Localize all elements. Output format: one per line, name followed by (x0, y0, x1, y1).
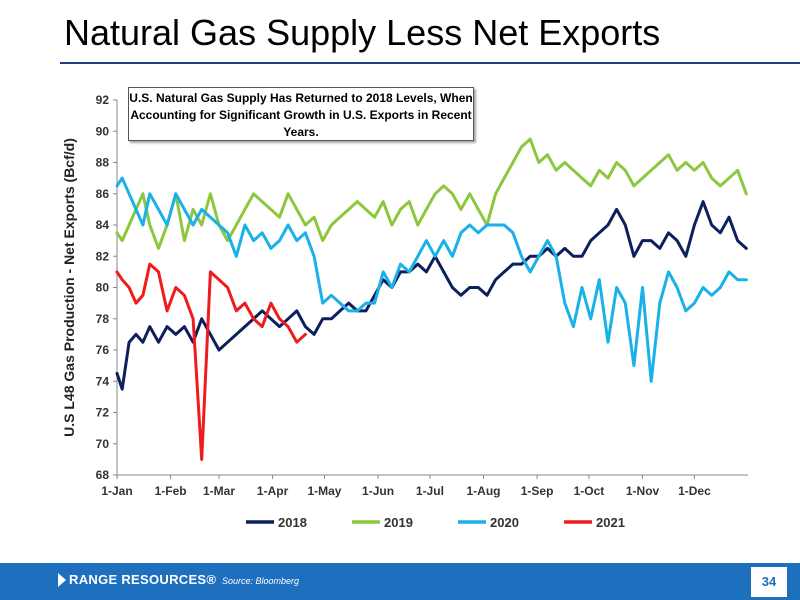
slide-title: Natural Gas Supply Less Net Exports (64, 12, 661, 53)
series-line-2019 (115, 137, 748, 250)
source-note: Source: Bloomberg (222, 576, 300, 586)
gas-supply-chart: 68 70 72 74 76 78 80 82 84 86 88 90 92 1-Jan 1-Feb 1-Ma… (61, 93, 748, 530)
x-tick-label: 1-Jul (416, 484, 444, 498)
brand-name: RANGE RESOURCES® (69, 572, 217, 587)
title-rule (60, 62, 800, 64)
y-tick-label: 74 (96, 374, 110, 388)
y-tick-label: 88 (96, 156, 110, 170)
footer-bar: RANGE RESOURCES® Source: Bloomberg 34 (0, 563, 800, 600)
y-tick-label: 78 (96, 312, 110, 326)
x-tick-label: 1-Jun (362, 484, 394, 498)
x-tick-label: 1-Mar (203, 484, 235, 498)
y-tick-label: 92 (96, 93, 110, 107)
y-tick-label: 72 (96, 406, 110, 420)
x-tick-label: 1-Jan (101, 484, 132, 498)
legend-label-2021: 2021 (596, 515, 625, 530)
y-tick-label: 80 (96, 281, 110, 295)
page-number: 34 (761, 574, 777, 589)
y-tick-label: 84 (96, 218, 110, 232)
range-logo-icon (58, 572, 66, 587)
x-tick-label: 1-Apr (257, 484, 289, 498)
x-tick-label: 1-Feb (155, 484, 187, 498)
y-tick-label: 76 (96, 343, 110, 357)
y-tick-label: 86 (96, 187, 110, 201)
y-axis-label: U.S L48 Gas Production - Net Exports (Bc… (61, 138, 77, 437)
y-tick-label: 82 (96, 249, 110, 263)
legend-label-2018: 2018 (278, 515, 307, 530)
y-tick-label: 90 (96, 124, 110, 138)
y-tick-label: 68 (96, 468, 110, 482)
legend-label-2020: 2020 (490, 515, 519, 530)
x-tick-label: 1-Aug (466, 484, 500, 498)
brand-logo: RANGE RESOURCES® (58, 572, 216, 587)
legend-label-2019: 2019 (384, 515, 413, 530)
x-tick-label: 1-Nov (626, 484, 660, 498)
series-line-2021 (115, 262, 307, 461)
series-line-2020 (115, 176, 748, 383)
x-tick-label: 1-May (307, 484, 341, 498)
callout-box: U.S. Natural Gas Supply Has Returned to … (128, 87, 474, 141)
y-tick-label: 70 (96, 437, 110, 451)
series-line-2018 (115, 200, 748, 391)
x-tick-label: 1-Oct (574, 484, 605, 498)
x-tick-label: 1-Sep (521, 484, 554, 498)
page-number-box (751, 567, 787, 597)
x-tick-label: 1-Dec (678, 484, 711, 498)
